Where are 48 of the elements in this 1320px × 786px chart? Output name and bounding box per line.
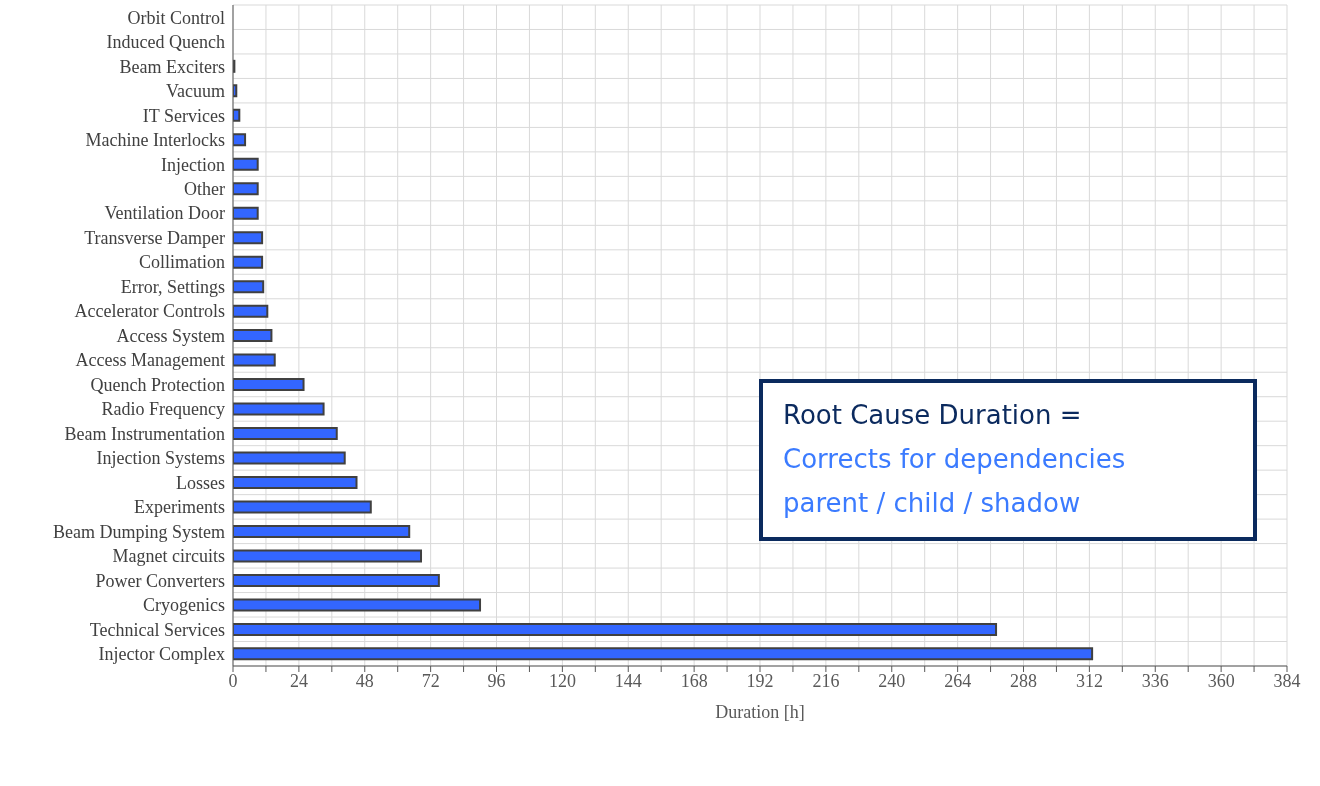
y-tick-label: Accelerator Controls	[74, 301, 225, 322]
y-tick-label: Quench Protection	[90, 374, 225, 395]
y-tick-label: Technical Services	[89, 619, 225, 640]
y-tick-label: Beam Instrumentation	[64, 423, 225, 444]
y-tick-label: Orbit Control	[127, 7, 225, 28]
x-tick-label: 168	[680, 670, 708, 691]
x-tick-label: 384	[1273, 670, 1301, 691]
y-tick-label: Injection Systems	[96, 448, 225, 469]
y-tick-label: Access Management	[75, 350, 225, 371]
y-tick-label: Power Converters	[95, 570, 225, 591]
x-tick-label: 144	[614, 670, 642, 691]
y-tick-label: Experiments	[134, 497, 225, 518]
annotation: Corrects for dependencies parent / child / shadow	[783, 443, 1127, 520]
y-tick-label: Machine Interlocks	[85, 130, 225, 151]
x-tick-label: 0	[228, 670, 238, 691]
y-tick-label: Injector Complex	[98, 644, 225, 665]
y-tick-label: Magnet circuits	[112, 546, 225, 567]
y-tick-label: Transverse Damper	[84, 227, 225, 248]
x-tick-label: 360	[1207, 670, 1235, 691]
y-tick-label: Vacuum	[166, 81, 225, 102]
y-tick-label: Radio Frequency	[101, 399, 225, 420]
x-tick-label: 336	[1141, 670, 1169, 691]
text-box: Root Cause Duration = Corrects for dependencies parent / child / shadow	[759, 379, 1257, 541]
y-tick-label: Ventilation Door	[104, 203, 225, 224]
x-tick-label: 120	[548, 670, 576, 691]
y-tick-label: Collimation	[138, 252, 225, 273]
y-tick-label: Beam Dumping System	[53, 521, 225, 542]
annotation: Root Cause Duration =	[783, 399, 1083, 432]
y-tick-label: Induced Quench	[106, 32, 225, 53]
x-tick-label: 96	[487, 670, 506, 691]
y-tick-label: Access System	[116, 325, 225, 346]
y-tick-label: Losses	[176, 472, 225, 493]
x-tick-label: 72	[421, 670, 440, 691]
y-tick-label: Cryogenics	[143, 595, 225, 616]
x-tick-label: 24	[289, 670, 308, 691]
y-tick-label: Beam Exciters	[119, 56, 225, 77]
y-tick-label: Injection	[161, 154, 225, 175]
x-tick-label: 288	[1010, 670, 1037, 691]
x-tick-label: 264	[944, 670, 972, 691]
y-tick-label: IT Services	[142, 105, 225, 126]
x-axis-title: Duration [h]	[715, 702, 805, 722]
y-tick-label: Error, Settings	[120, 276, 225, 297]
x-tick-label: 192	[746, 670, 774, 691]
x-tick-label: 48	[355, 670, 374, 691]
x-tick-label: 240	[878, 670, 906, 691]
x-tick-label: 216	[812, 670, 840, 691]
x-tick-label: 312	[1075, 670, 1103, 691]
y-tick-label: Other	[184, 179, 225, 199]
